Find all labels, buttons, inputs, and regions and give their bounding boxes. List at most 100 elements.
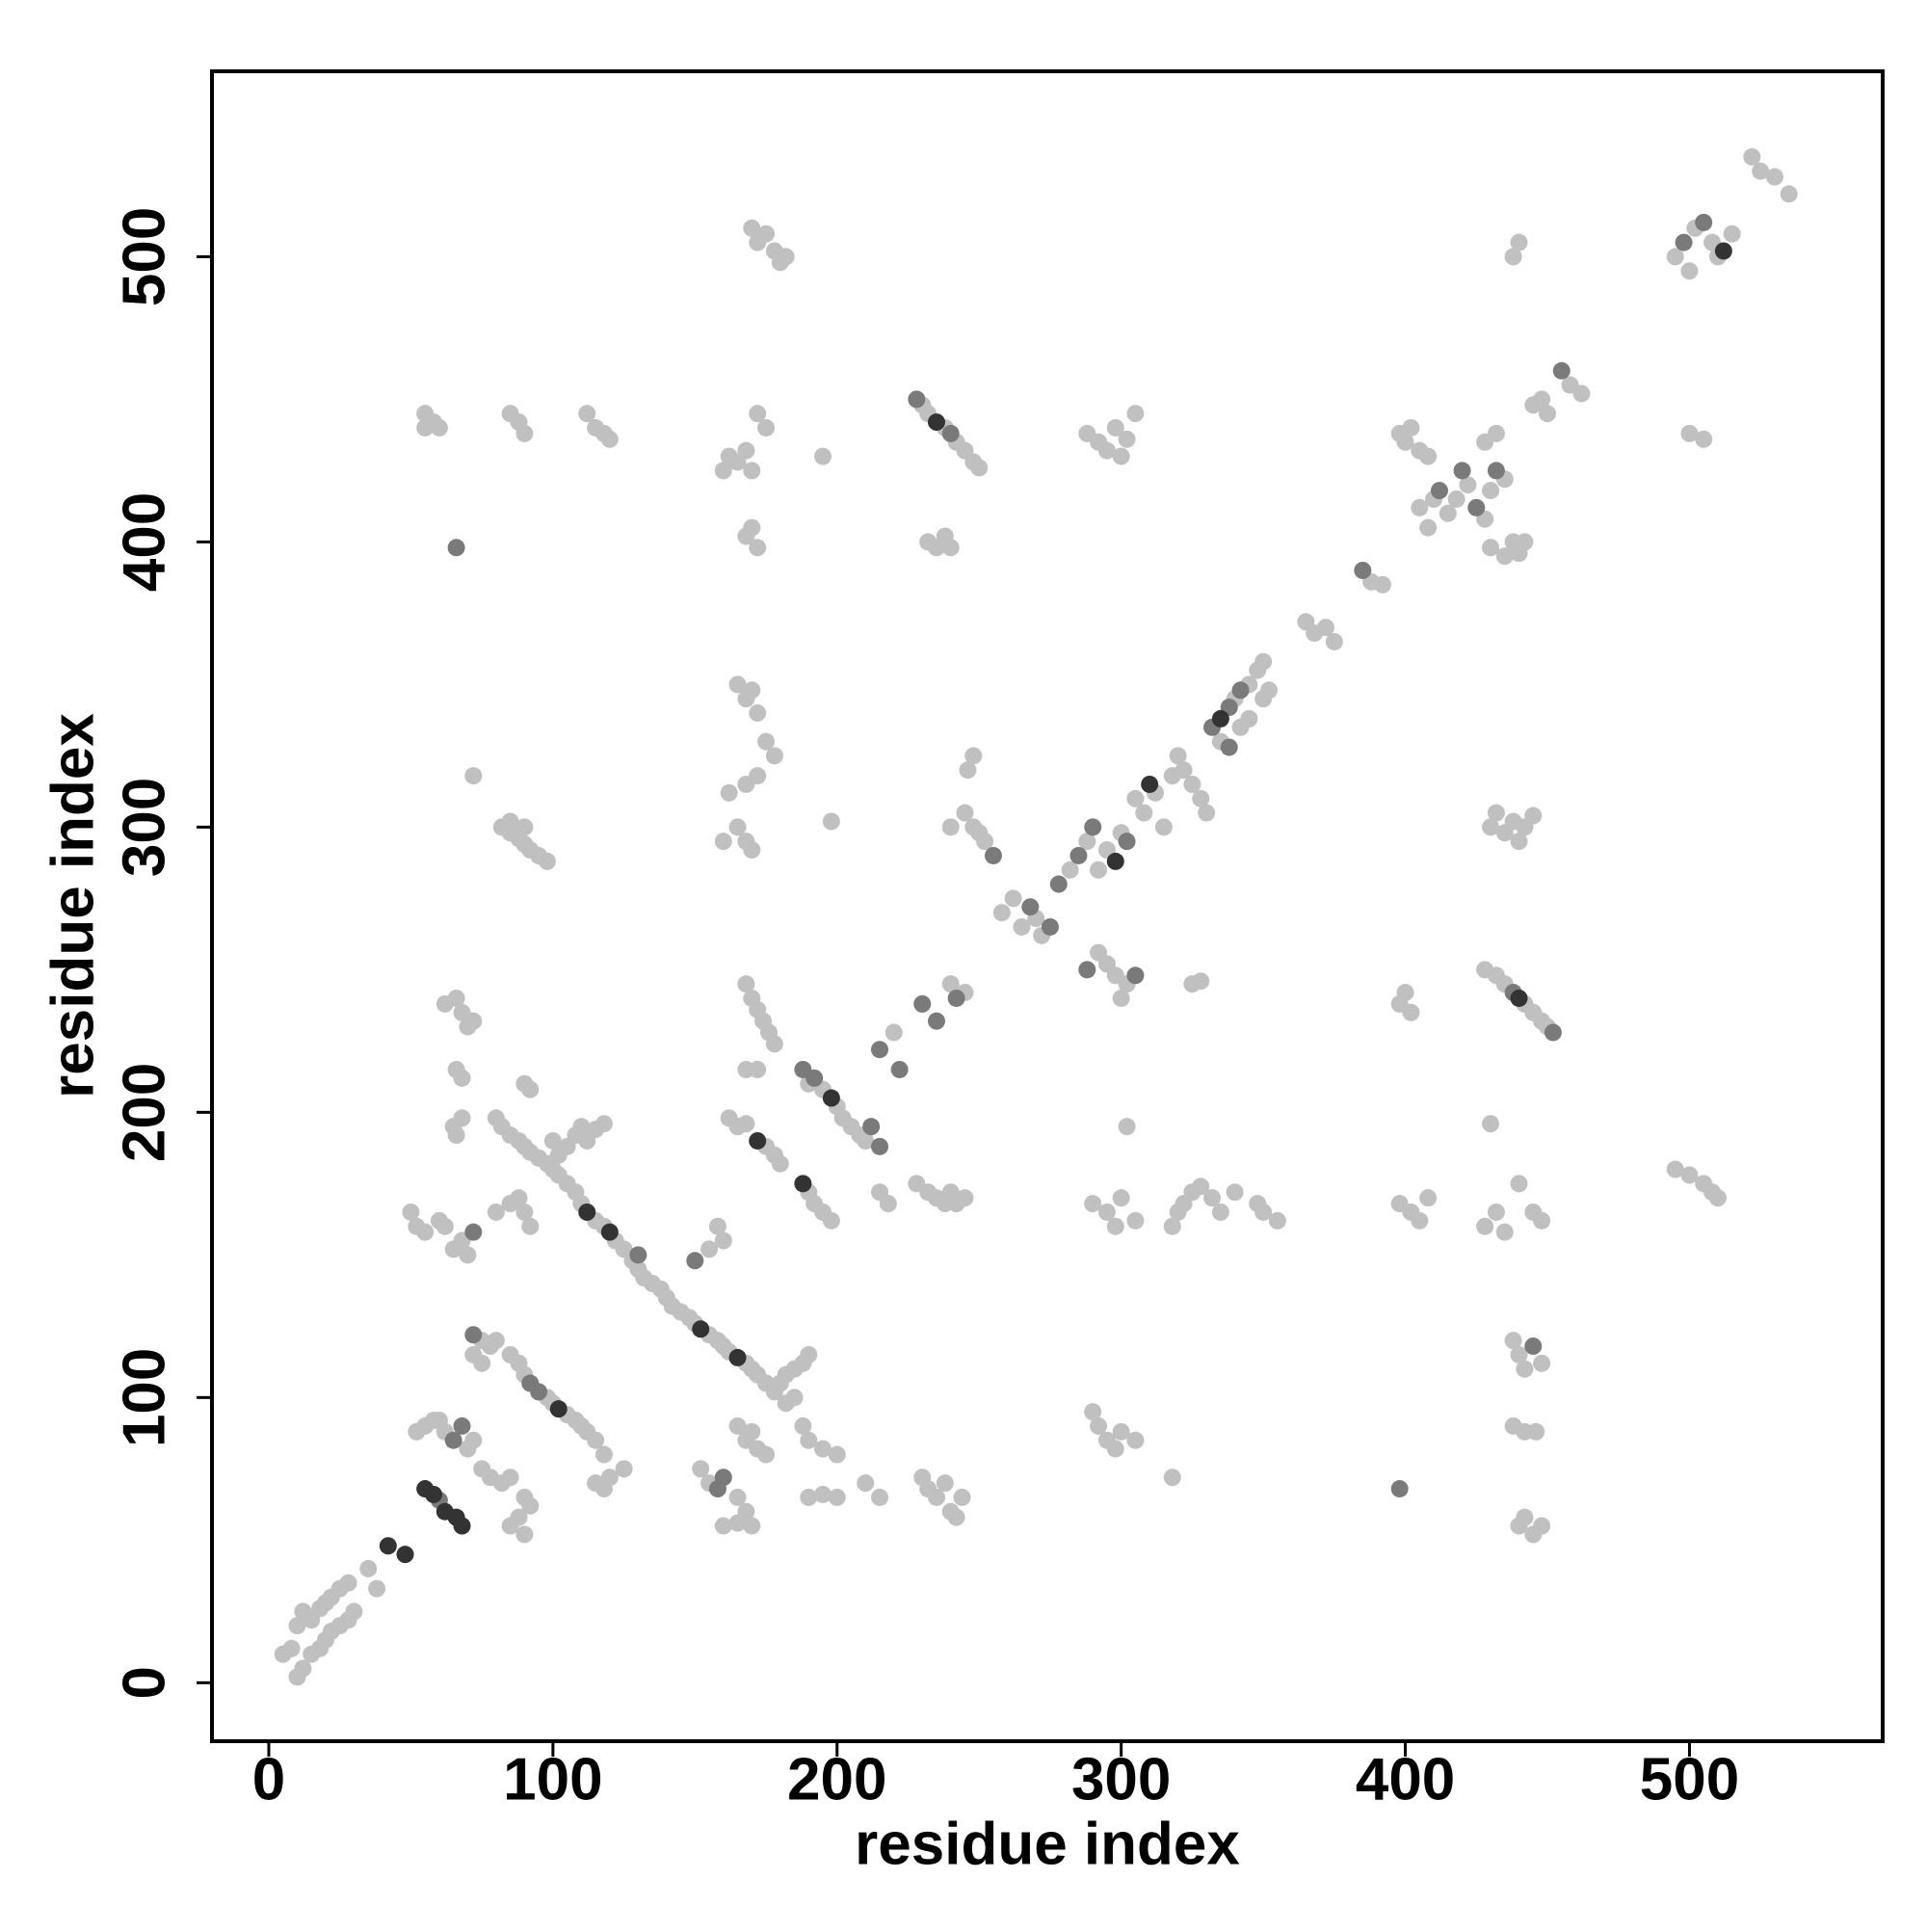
point (757, 732, 776, 751)
point (1118, 833, 1136, 851)
point (1118, 430, 1136, 448)
point (1419, 1189, 1438, 1207)
point (862, 1118, 881, 1136)
point (1192, 789, 1210, 807)
point (1430, 482, 1448, 500)
point (1482, 539, 1500, 557)
point (743, 841, 761, 860)
point (992, 904, 1011, 922)
point (728, 818, 747, 836)
point (1752, 162, 1770, 180)
point (487, 1332, 505, 1350)
point (956, 804, 974, 822)
point (1061, 860, 1079, 879)
point (416, 418, 435, 437)
point (1141, 775, 1159, 793)
point (771, 1154, 789, 1173)
x-tick-label: 200 (787, 1746, 886, 1813)
point (510, 1508, 528, 1526)
point (743, 681, 761, 700)
point (1482, 482, 1500, 500)
point (521, 1080, 540, 1098)
point (521, 1217, 540, 1235)
point (436, 994, 454, 1013)
point (1192, 972, 1210, 991)
point (749, 539, 767, 557)
x-tick-label: 0 (252, 1746, 285, 1813)
point (1533, 390, 1551, 409)
y-tick-label: 500 (111, 207, 177, 306)
point (1126, 1431, 1145, 1449)
point (708, 1217, 726, 1235)
point (1220, 738, 1238, 756)
point (515, 1525, 534, 1544)
y-tick-label: 0 (111, 1666, 177, 1699)
point (737, 441, 755, 460)
y-tick-label: 200 (111, 1063, 177, 1162)
point (436, 1217, 454, 1235)
x-axis-label: residue index (855, 1811, 1240, 1877)
point (814, 1485, 832, 1503)
point (953, 1488, 971, 1506)
point (743, 462, 761, 480)
point (1533, 1517, 1551, 1535)
point (1231, 681, 1250, 700)
point (1510, 989, 1528, 1007)
point (1544, 1023, 1562, 1042)
point (777, 1394, 795, 1413)
point (521, 1496, 540, 1515)
point (1533, 1211, 1551, 1230)
point (1510, 233, 1528, 251)
point (464, 767, 483, 785)
point (964, 747, 983, 765)
point (743, 1422, 761, 1441)
point (543, 1131, 562, 1150)
point (728, 1416, 747, 1435)
point (1743, 147, 1761, 166)
point (800, 1345, 818, 1363)
point (1163, 1469, 1181, 1487)
point (728, 1488, 747, 1506)
point (1084, 818, 1102, 836)
point (1396, 984, 1414, 1002)
point (947, 1508, 965, 1526)
point (1539, 405, 1557, 423)
point (1510, 833, 1528, 851)
point (822, 1089, 840, 1107)
point (749, 405, 767, 423)
point (1411, 498, 1429, 516)
y-tick-label: 300 (111, 778, 177, 877)
point (765, 1035, 783, 1053)
point (749, 703, 767, 722)
point (927, 1012, 945, 1030)
point (1135, 804, 1153, 822)
point (1482, 818, 1500, 836)
point (1419, 518, 1438, 537)
point (1680, 424, 1699, 442)
point (927, 1488, 945, 1506)
point (288, 1617, 306, 1635)
point (1090, 1416, 1108, 1435)
point (1126, 966, 1145, 985)
point (814, 1440, 832, 1458)
point (794, 1416, 812, 1435)
point (600, 1223, 619, 1241)
point (594, 1115, 613, 1133)
x-tick-label: 500 (1640, 1746, 1739, 1813)
point (425, 1485, 443, 1503)
point (473, 1354, 491, 1372)
point (538, 852, 556, 870)
point (1268, 1211, 1286, 1230)
point (487, 1203, 505, 1221)
point (714, 1231, 732, 1250)
point (1373, 575, 1391, 594)
point (1004, 889, 1022, 908)
point (1106, 1440, 1124, 1458)
point (757, 1445, 776, 1464)
point (515, 424, 534, 442)
point (1476, 1217, 1494, 1235)
point (743, 219, 761, 237)
point (984, 846, 1002, 864)
point (1112, 1422, 1130, 1441)
